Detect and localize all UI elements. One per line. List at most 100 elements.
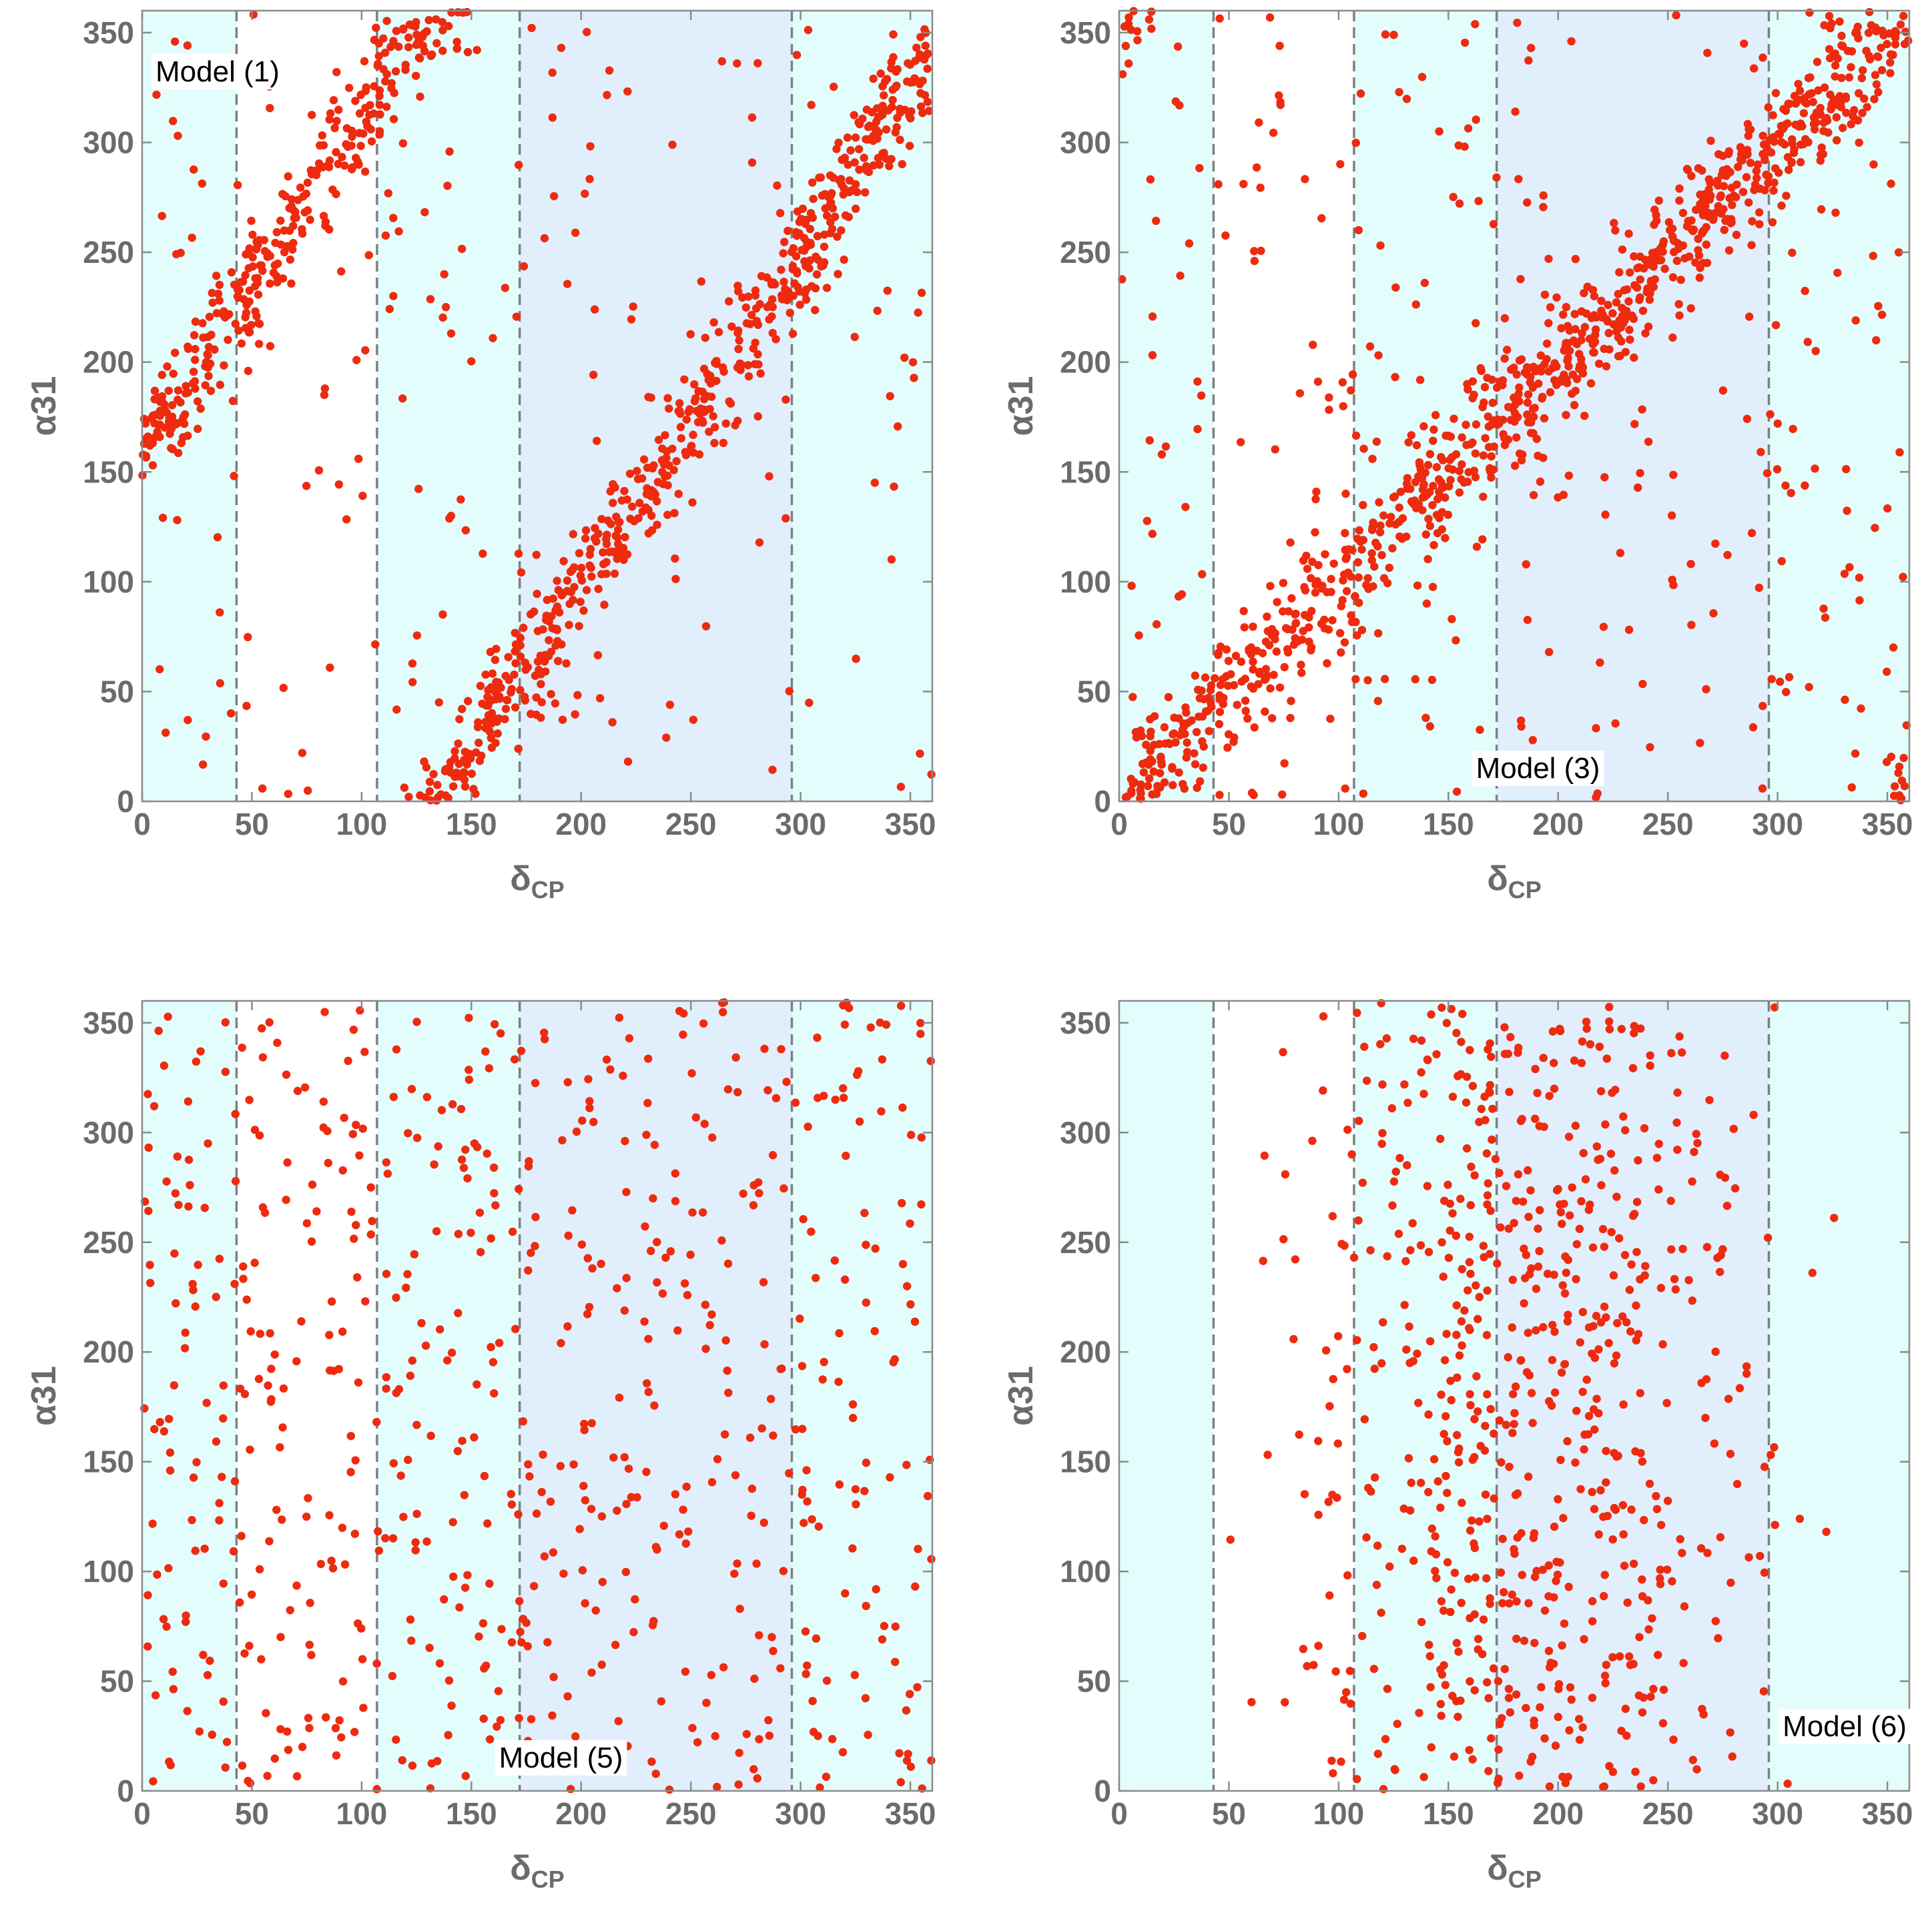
scatter-point	[1583, 282, 1592, 291]
scatter-point	[1629, 314, 1638, 324]
scatter-point	[1577, 336, 1586, 344]
scatter-point	[198, 760, 208, 769]
scatter-point	[1127, 581, 1136, 591]
scatter-point	[389, 37, 398, 45]
scatter-point	[284, 789, 293, 798]
scatter-point	[629, 1627, 638, 1637]
scatter-point	[1781, 481, 1790, 490]
x-tick-label: 150	[446, 1796, 497, 1831]
scatter-point	[381, 1534, 390, 1543]
scatter-point	[706, 379, 715, 388]
scatter-point	[585, 1097, 594, 1106]
scatter-point	[353, 1619, 362, 1628]
scatter-point	[234, 293, 243, 302]
scatter-point	[530, 1581, 539, 1591]
scatter-point	[270, 1350, 279, 1359]
scatter-point	[403, 1270, 412, 1278]
scatter-point	[910, 374, 918, 382]
scatter-point	[1466, 1390, 1474, 1399]
scatter-point	[558, 1136, 567, 1145]
scatter-point	[1511, 1382, 1520, 1391]
x-tick-label: 100	[1313, 807, 1365, 841]
scatter-point	[1452, 636, 1460, 645]
scatter-point	[1489, 416, 1498, 425]
scatter-point	[1448, 1209, 1457, 1218]
scatter-point	[463, 1174, 472, 1183]
scatter-point	[1462, 1144, 1472, 1153]
scatter-point	[1474, 1314, 1482, 1324]
scatter-point	[1407, 1479, 1415, 1487]
scatter-point	[174, 131, 182, 140]
scatter-points	[1226, 999, 1839, 1794]
scatter-point	[1362, 1533, 1371, 1542]
scatter-point	[1331, 1667, 1340, 1676]
y-tick-label: 0	[1094, 1774, 1111, 1808]
scatter-point	[1516, 275, 1525, 284]
scatter-point	[1550, 1522, 1559, 1531]
scatter-point	[554, 586, 563, 595]
scatter-point	[1622, 1318, 1631, 1326]
scatter-point	[1546, 303, 1555, 312]
scatter-point	[1222, 672, 1231, 681]
scatter-point	[1470, 466, 1479, 475]
scatter-point	[404, 1129, 412, 1138]
scatter-point	[1646, 1692, 1655, 1701]
scatter-point	[1542, 339, 1552, 348]
scatter-point	[1610, 219, 1618, 228]
scatter-point	[438, 18, 447, 27]
scatter-point	[1732, 180, 1741, 189]
scatter-point	[485, 1735, 495, 1744]
scatter-point	[1563, 322, 1572, 330]
scatter-point	[458, 705, 466, 713]
scatter-point	[1827, 19, 1836, 28]
scatter-point	[381, 231, 390, 240]
scatter-point	[461, 526, 470, 534]
scatter-point	[1437, 478, 1445, 486]
scatter-point	[1442, 1329, 1451, 1338]
scatter-point	[244, 633, 252, 642]
scatter-point	[481, 670, 490, 679]
scatter-point	[1479, 1615, 1488, 1624]
scatter-point	[1678, 1244, 1687, 1253]
scatter-point	[1544, 648, 1554, 657]
x-tick-label: 50	[1212, 807, 1246, 841]
scatter-point	[1812, 118, 1821, 127]
scatter-point	[895, 1749, 904, 1758]
scatter-point	[1847, 119, 1855, 129]
scatter-point	[755, 538, 764, 547]
scatter-point	[1760, 1568, 1769, 1577]
scatter-point	[1644, 1625, 1653, 1634]
scatter-point	[793, 269, 801, 278]
scatter-point	[474, 739, 483, 747]
scatter-point	[1694, 234, 1702, 244]
scatter-point	[563, 576, 572, 585]
scatter-point	[697, 277, 706, 286]
scatter-point	[605, 66, 614, 75]
scatter-point	[347, 165, 356, 173]
scatter-point	[680, 1279, 689, 1288]
scatter-point	[1373, 542, 1382, 550]
scatter-point	[1795, 95, 1803, 104]
scatter-point	[581, 526, 591, 535]
scatter-point	[1133, 36, 1142, 45]
scatter-point	[188, 1515, 196, 1525]
scatter-point	[708, 1133, 717, 1142]
scatter-point	[910, 1317, 920, 1326]
scatter-point	[635, 498, 644, 508]
scatter-point	[1563, 1317, 1572, 1326]
scatter-point	[572, 1127, 581, 1136]
scatter-point	[1640, 1124, 1649, 1133]
scatter-point	[765, 472, 773, 481]
scatter-point	[250, 1258, 259, 1267]
y-tick-label: 250	[83, 235, 134, 270]
scatter-point	[1377, 1359, 1386, 1368]
scatter-point	[1588, 1693, 1597, 1702]
scatter-point	[818, 1375, 827, 1384]
scatter-point	[1533, 1088, 1542, 1098]
scatter-point	[1899, 11, 1908, 21]
scatter-point	[1678, 1549, 1686, 1557]
scatter-point	[170, 348, 180, 357]
scatter-point	[169, 1685, 178, 1693]
scatter-point	[320, 390, 329, 400]
scatter-point	[707, 1671, 716, 1679]
